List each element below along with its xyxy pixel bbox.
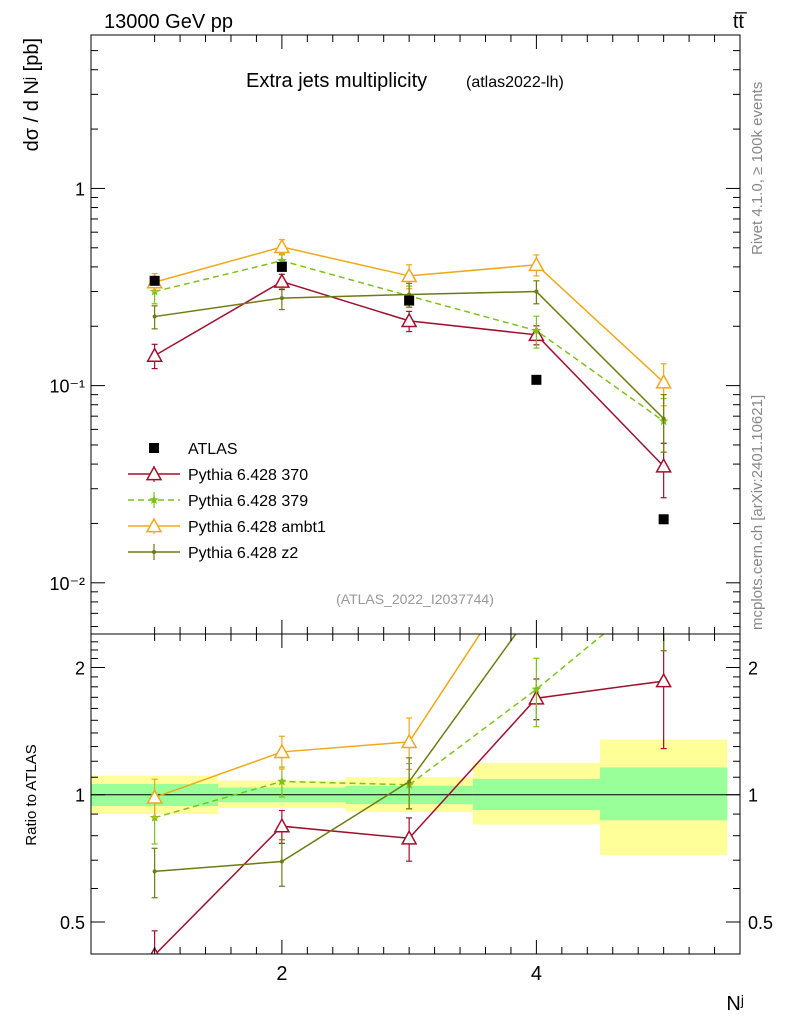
atlas-data bbox=[149, 261, 669, 525]
data-marker bbox=[404, 295, 415, 306]
series-marker bbox=[273, 273, 291, 288]
series-marker bbox=[661, 416, 666, 421]
series-marker bbox=[152, 314, 157, 319]
ratio-tick-label-left: 0.5 bbox=[60, 913, 85, 933]
series-marker bbox=[400, 267, 418, 283]
x-axis-label: Nʲ bbox=[726, 993, 744, 1015]
series-marker bbox=[662, 577, 666, 581]
legend-entry: Pythia 6.428 370 bbox=[128, 465, 308, 484]
series-marker bbox=[400, 312, 418, 328]
series-marker bbox=[407, 292, 412, 297]
chart-subtitle: (atlas2022-lh) bbox=[466, 74, 564, 91]
ratio-tick-label-right: 0.5 bbox=[748, 913, 773, 933]
series-marker bbox=[146, 347, 163, 362]
series-marker bbox=[279, 296, 284, 301]
series-marker bbox=[273, 238, 291, 254]
beam-label: 13000 GeV pp bbox=[104, 11, 233, 33]
ratio-tick-label-left: 1 bbox=[75, 786, 85, 806]
legend-label: Pythia 6.428 ambt1 bbox=[188, 519, 326, 536]
analysis-watermark: (ATLAS_2022_I2037744) bbox=[336, 591, 494, 607]
ratio-y-label: Ratio to ATLAS bbox=[23, 744, 40, 845]
series-marker bbox=[400, 733, 418, 749]
process-label: tt̅ bbox=[733, 11, 747, 33]
data-marker bbox=[658, 514, 669, 525]
main-panel: 1 10⁻¹ 10⁻² Extra jets multiplicity (atlas… bbox=[21, 34, 741, 635]
series-marker bbox=[277, 255, 287, 265]
y-tick-label: 1 bbox=[75, 179, 85, 199]
y-axis-label: dσ / d Nʲ [pb] bbox=[21, 38, 43, 151]
ratio-plot-area bbox=[91, 541, 740, 954]
series-marker bbox=[529, 541, 543, 554]
legend-label: Pythia 6.428 370 bbox=[188, 467, 308, 484]
series-line bbox=[154, 280, 665, 467]
series-ratio-0 bbox=[150, 634, 672, 954]
series-marker bbox=[152, 550, 156, 554]
series-marker bbox=[659, 579, 669, 588]
series-marker bbox=[534, 289, 539, 294]
series-marker bbox=[149, 495, 159, 505]
main-axes: 1 10⁻¹ 10⁻² bbox=[49, 34, 740, 634]
series-ratio-2 bbox=[146, 541, 543, 819]
x-tick-label: 2 bbox=[276, 963, 287, 985]
series-marker bbox=[145, 517, 163, 533]
series-marker bbox=[146, 788, 163, 804]
series-marker bbox=[145, 465, 163, 481]
ratio-tick-label-right: 1 bbox=[748, 786, 758, 806]
series-marker bbox=[531, 684, 542, 694]
ratio-tick-label-left: 2 bbox=[75, 658, 85, 678]
legend-entry: Pythia 6.428 z2 bbox=[128, 544, 298, 562]
ratio-panel: 2 4 0.5 0.5 1 1 2 2 Ratio to ATLAS bbox=[23, 541, 773, 985]
y-tick-label: 10⁻² bbox=[49, 574, 85, 594]
data-marker bbox=[149, 275, 160, 286]
legend-entry: Pythia 6.428 379 bbox=[128, 492, 308, 510]
series-marker bbox=[279, 859, 284, 864]
series-main-0 bbox=[146, 273, 672, 499]
legend-label: Pythia 6.428 379 bbox=[188, 493, 308, 510]
series-marker bbox=[655, 672, 672, 688]
main-plot-area bbox=[146, 238, 672, 525]
series-marker bbox=[400, 829, 418, 845]
series-main-3 bbox=[151, 280, 667, 453]
legend: ATLAS Pythia 6.428 370 Pythia 6.428 379 Pyt… bbox=[128, 441, 326, 562]
series-marker bbox=[531, 325, 542, 335]
chart-title: Extra jets multiplicity bbox=[246, 70, 427, 92]
mcplots-label: mcplots.cern.ch [arXiv:2401.10621] bbox=[749, 395, 766, 630]
legend-label: ATLAS bbox=[188, 441, 238, 458]
series-ratio-line bbox=[154, 634, 605, 819]
ratio-tick-label-right: 2 bbox=[748, 658, 758, 678]
rivet-label: Rivet 4.1.0, ≥ 100k events bbox=[749, 82, 766, 255]
series-marker bbox=[407, 779, 412, 784]
series-marker bbox=[528, 256, 545, 272]
data-marker bbox=[276, 261, 287, 272]
series-marker bbox=[655, 373, 672, 389]
legend-entry: Pythia 6.428 ambt1 bbox=[128, 517, 326, 536]
data-marker bbox=[531, 374, 542, 385]
series-marker bbox=[273, 743, 291, 759]
ratio-band-green bbox=[600, 767, 728, 821]
series-marker bbox=[277, 776, 287, 786]
legend-entry: ATLAS bbox=[149, 441, 238, 458]
series-marker bbox=[534, 603, 538, 607]
legend-label: Pythia 6.428 z2 bbox=[188, 545, 298, 562]
x-tick-label: 4 bbox=[531, 963, 542, 985]
ratio-axes: 2 4 0.5 0.5 1 1 2 2 bbox=[60, 634, 773, 985]
series-marker bbox=[273, 817, 291, 833]
y-tick-label: 10⁻¹ bbox=[49, 377, 85, 397]
series-ratio-3 bbox=[151, 577, 667, 899]
data-marker bbox=[149, 443, 159, 453]
series-marker bbox=[655, 457, 672, 473]
series-marker bbox=[152, 869, 157, 874]
ratio-frame bbox=[90, 633, 741, 955]
